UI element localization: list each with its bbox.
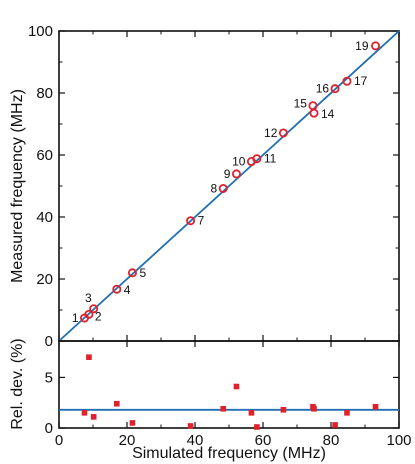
point-label-12: 12 [264,126,278,140]
deviation-point-6 [187,423,194,429]
point-label-2: 2 [95,309,102,323]
deviation-point-2 [86,354,92,360]
deviation-point-7 [220,405,227,412]
top-y-axis-label: Measured frequency (MHz) [9,89,26,283]
point-label-5: 5 [139,266,146,280]
data-point-4 [112,284,122,294]
data-point-8 [218,183,228,193]
point-label-16: 16 [316,82,330,96]
data-point-19 [371,41,381,51]
top-y-tick-label: 0 [45,333,53,350]
deviation-point-10 [254,424,260,430]
deviation-point-4 [114,400,120,407]
data-point-14 [309,108,319,118]
deviation-point-13 [310,403,316,410]
bottom-x-tick-label: 80 [323,432,340,449]
bottom-x-tick-label: 60 [255,432,272,449]
top-y-tick-label: 60 [36,147,53,164]
bottom-x-tick-label: 40 [187,432,204,449]
data-point-17 [342,76,352,86]
bottom-y-tick-label: 0 [45,420,53,437]
deviation-point-8 [233,383,240,390]
point-label-10: 10 [232,155,246,169]
data-point-7 [186,216,196,226]
point-label-9: 9 [224,167,231,181]
deviation-point-11 [280,406,287,413]
data-point-3 [89,304,99,314]
point-label-1: 1 [72,311,79,325]
bottom-y-axis-label: Rel. dev. (%) [9,338,26,429]
bottom-y-tick-label: 5 [45,369,53,386]
point-label-15: 15 [294,97,308,111]
deviation-point-14 [332,422,338,428]
top-y-tick-label: 80 [36,85,53,102]
point-label-17: 17 [354,74,368,88]
x-axis-label: Simulated frequency (MHz) [132,445,326,462]
bottom-x-tick-label: 0 [55,432,63,449]
point-label-4: 4 [124,283,131,297]
point-label-3: 3 [85,291,92,305]
bottom-x-tick-label: 100 [386,432,411,449]
point-label-14: 14 [321,107,335,121]
data-point-5 [127,268,137,278]
point-label-7: 7 [198,214,205,228]
deviation-point-5 [129,420,136,426]
identity-line [58,30,400,342]
data-point-12 [278,128,288,138]
bottom-x-tick-label: 20 [119,432,136,449]
data-point-2 [84,309,94,319]
top-y-tick-label: 20 [36,271,53,288]
top-y-tick-label: 100 [28,23,53,40]
bottom-panel: 0 20 40 60 80 100 0 5 [45,340,412,449]
data-point-9 [231,169,241,179]
deviation-point-15 [344,410,350,416]
deviation-point-16 [372,403,379,410]
data-point-15 [308,101,318,111]
point-label-19: 19 [355,39,369,53]
point-label-8: 8 [211,181,218,195]
deviation-point-1 [81,410,88,416]
deviation-point-3 [90,414,97,420]
deviation-point-9 [248,410,255,416]
point-label-11: 11 [264,152,277,166]
data-point-11 [252,154,262,164]
top-y-tick-label: 40 [36,209,53,226]
data-point-16 [330,84,340,94]
